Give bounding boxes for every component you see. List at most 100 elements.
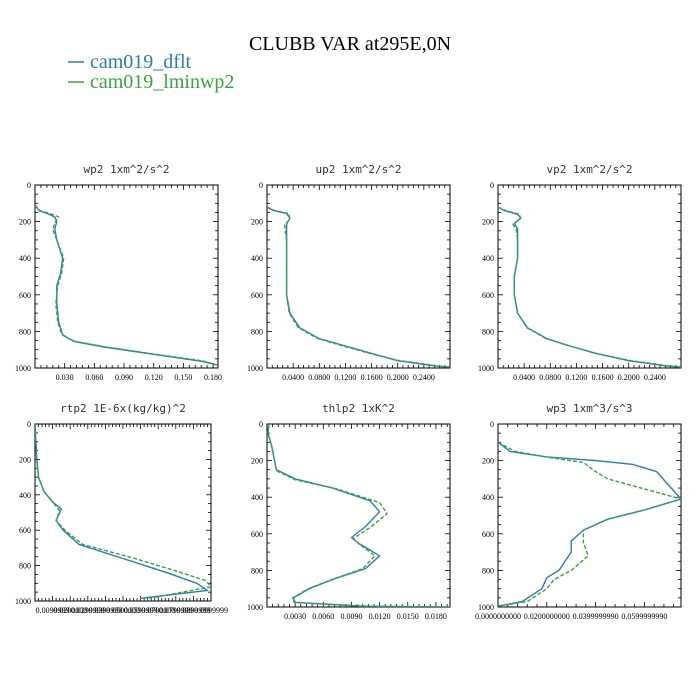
xtick-label-0-5: 0.180 [204,373,222,382]
ytick-label-5-5: 1000 [478,603,494,612]
ytick-label-0-2: 400 [19,254,31,263]
ytick-label-3-5: 1000 [15,597,31,606]
xtick-label-5-0: 0.0000000000 [475,612,521,621]
xtick-label-2-0: 0.0400 [513,373,535,382]
xtick-label-3-9: 0.0999999 [194,606,228,615]
xtick-label-2-3: 0.1600 [592,373,614,382]
xtick-label-3-4: 0.0500000 [106,606,140,615]
xtick-label-2-4: 0.2000 [618,373,640,382]
series-line-5-0 [498,441,681,607]
xtick-label-1-5: 0.2400 [413,373,435,382]
xtick-label-2-5: 0.2400 [644,373,666,382]
ytick-label-1-2: 400 [251,254,263,263]
xtick-label-4-3: 0.0120 [369,612,391,621]
ytick-label-1-4: 800 [251,327,263,336]
xtick-label-3-0: 0.0099999 [36,606,70,615]
xtick-label-0-1: 0.060 [85,373,103,382]
panel-3: rtp2 1E-6x(kg/kg)^2 0 200 400 600 800 1000 0.00… [15,402,228,615]
xtick-label-4-5: 0.0180 [425,612,447,621]
series-line-3-1 [35,424,211,599]
ytick-label-3-3: 600 [19,526,31,535]
chart-title: CLUBB VAR at295E,0N [249,33,451,55]
xtick-label-2-2: 0.1200 [565,373,587,382]
xtick-label-5-1: 0.0200000000 [524,612,570,621]
xtick-label-1-4: 0.2000 [387,373,409,382]
xtick-label-1-0: 0.0400 [282,373,304,382]
ytick-label-4-0: 0 [259,420,263,429]
ytick-label-2-0: 0 [490,181,494,190]
ytick-label-3-4: 800 [19,562,31,571]
xtick-label-0-2: 0.090 [115,373,133,382]
xtick-label-4-1: 0.0060 [312,612,334,621]
panel-4: thlp2 1xK^2 0 200 400 600 800 1000 0.0030 0.0060… [247,402,451,621]
series-line-5-1 [498,441,681,607]
xtick-label-2-1: 0.0800 [539,373,561,382]
panel-5: wp3 1xm^3/s^3 0 200 400 600 800 10000.00000000… [475,402,682,621]
xtick-label-0-0: 0.030 [56,373,74,382]
xtick-label-1-3: 0.1600 [361,373,383,382]
ytick-label-2-3: 600 [482,291,494,300]
ytick-label-5-1: 200 [482,457,494,466]
ytick-label-3-0: 0 [27,420,31,429]
xtick-label-0-4: 0.150 [174,373,192,382]
series-line-1-1 [267,206,450,368]
chart-panels: wp2 1xm^2/s^2 0 200 400 600 800 1000 0.030 0.060… [15,163,682,621]
ytick-label-3-2: 400 [19,491,31,500]
legend-label-1: cam019_lminwp2 [90,71,234,93]
xtick-label-3-3: 0.0399999 [88,606,122,615]
ytick-label-0-3: 600 [19,291,31,300]
ytick-label-1-5: 1000 [247,364,263,373]
ytick-label-0-0: 0 [27,181,31,190]
xtick-label-5-2: 0.0399999990 [573,612,619,621]
xtick-label-3-2: 0.0299999 [71,606,105,615]
panel-2: vp2 1xm^2/s^2 0 200 400 600 800 1000 0.0400 0.08… [478,163,682,382]
xtick-label-3-7: 0.0799999 [159,606,193,615]
series-line-2-1 [498,206,681,368]
panel-title-4: thlp2 1xK^2 [322,402,395,415]
ytick-label-5-0: 0 [490,420,494,429]
ytick-label-2-2: 400 [482,254,494,263]
ytick-label-2-1: 200 [482,218,494,227]
ytick-label-0-4: 800 [19,327,31,336]
xtick-label-3-6: 0.0700000 [141,606,175,615]
ytick-label-4-1: 200 [251,457,263,466]
ytick-label-1-3: 600 [251,291,263,300]
panel-title-2: vp2 1xm^2/s^2 [546,163,632,176]
series-line-0-0 [35,204,218,366]
ytick-label-5-4: 800 [482,566,494,575]
xtick-label-1-2: 0.1200 [334,373,356,382]
ytick-label-5-2: 400 [482,493,494,502]
ytick-label-4-3: 600 [251,530,263,539]
ytick-label-5-3: 600 [482,530,494,539]
panel-title-0: wp2 1xm^2/s^2 [83,163,169,176]
xtick-label-4-4: 0.0150 [397,612,419,621]
legend-label-0: cam019_dflt [90,51,192,73]
ytick-label-4-2: 400 [251,493,263,502]
xtick-label-5-3: 0.0599999990 [621,612,667,621]
panel-title-1: up2 1xm^2/s^2 [315,163,401,176]
xtick-label-0-3: 0.120 [145,373,163,382]
panel-0: wp2 1xm^2/s^2 0 200 400 600 800 1000 0.030 0.060… [15,163,222,382]
series-line-0-1 [35,204,218,366]
xtick-label-4-0: 0.0030 [284,612,306,621]
ytick-label-3-1: 200 [19,455,31,464]
xtick-label-3-8: 0.0899999 [176,606,210,615]
ytick-label-2-5: 1000 [478,364,494,373]
ytick-label-4-4: 800 [251,566,263,575]
ytick-label-2-4: 800 [482,327,494,336]
panel-1: up2 1xm^2/s^2 0 200 400 600 800 1000 0.0400 0.08… [247,163,451,382]
panel-title-3: rtp2 1E-6x(kg/kg)^2 [60,402,186,415]
ytick-label-1-0: 0 [259,181,263,190]
ytick-label-0-5: 1000 [15,364,31,373]
series-line-4-1 [267,424,450,607]
xtick-label-1-1: 0.0800 [308,373,330,382]
ytick-label-4-5: 1000 [247,603,263,612]
xtick-label-3-5: 0.0599999 [124,606,158,615]
xtick-label-3-1: 0.0200000 [53,606,87,615]
xtick-label-4-2: 0.0090 [340,612,362,621]
ytick-label-1-1: 200 [251,218,263,227]
panel-title-5: wp3 1xm^3/s^3 [546,402,632,415]
